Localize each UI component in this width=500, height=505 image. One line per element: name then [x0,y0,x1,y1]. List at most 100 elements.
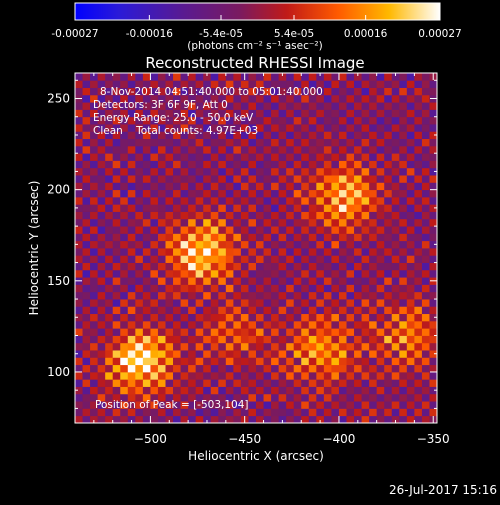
heatmap-cell [429,401,438,409]
heatmap-cell [90,255,99,263]
heatmap-cell [225,248,234,256]
heatmap-cell [240,255,249,263]
heatmap-cell [173,255,181,263]
heatmap-cell [308,277,317,285]
heatmap-cell [331,153,340,161]
heatmap-cell [331,393,340,402]
heatmap-cell [361,175,370,183]
heatmap-cell [361,306,370,315]
heatmap-cell [421,124,430,132]
heatmap-cell [414,204,423,212]
heatmap-cell [180,73,189,81]
heatmap-cell [271,138,280,147]
heatmap-cell [165,277,174,285]
heatmap-cell [157,342,166,351]
heatmap-cell [316,196,325,205]
heatmap-cell [354,240,362,249]
heatmap-cell [361,87,370,96]
heatmap-cell [180,393,189,402]
heatmap-cell [203,175,212,183]
heatmap-cell [263,102,272,110]
heatmap-cell [173,284,181,293]
heatmap-cell [240,408,249,417]
heatmap-cell [112,415,121,424]
heatmap-cell [263,320,272,329]
heatmap-cell [225,131,234,140]
heatmap-cell [97,218,106,227]
heatmap-cell [188,313,197,322]
heatmap-cell [263,328,272,336]
heatmap-cell [286,204,295,212]
heatmap-cell [421,262,430,271]
heatmap-cell [240,306,249,315]
heatmap-cell [75,408,83,417]
heatmap-cell [391,408,400,417]
heatmap-cell [210,379,219,387]
heatmap-cell [150,291,159,300]
heatmap-cell [150,80,159,88]
heatmap-cell [256,284,264,293]
heatmap-cell [271,196,280,205]
heatmap-cell [286,255,295,263]
heatmap-cell [293,87,302,96]
heatmap-cell [331,357,340,366]
heatmap-cell [263,116,272,125]
heatmap-cell [180,306,189,315]
heatmap-cell [338,102,347,110]
heatmap-cell [316,211,325,220]
heatmap-cell [323,80,332,88]
heatmap-cell [346,182,355,191]
heatmap-cell [399,109,408,118]
heatmap-cell [135,240,144,249]
heatmap-cell [180,145,189,154]
heatmap-cell [150,401,159,409]
heatmap-cell [406,145,415,154]
heatmap-cell [384,226,393,234]
heatmap-cell [135,248,144,256]
heatmap-cell [210,415,219,424]
heatmap-cell [271,182,280,191]
heatmap-cell [308,248,317,256]
heatmap-cell [293,116,302,125]
heatmap-cell [127,415,136,424]
heatmap-cell [157,415,166,424]
heatmap-cell [120,211,129,220]
heatmap-cell [165,226,174,234]
heatmap-cell [233,350,242,358]
heatmap-cell [112,408,121,417]
heatmap-cell [376,269,385,278]
heatmap-cell [173,357,181,366]
heatmap-cell [127,80,136,88]
heatmap-cell [384,386,393,395]
heatmap-cell [414,233,423,242]
heatmap-cell [195,167,204,176]
heatmap-cell [263,335,272,344]
heatmap-cell [210,109,219,118]
heatmap-cell [150,87,159,96]
heatmap-cell [127,357,136,366]
heatmap-cell [203,124,212,132]
heatmap-cell [165,401,174,409]
heatmap-cell [286,313,295,322]
heatmap-cell [105,364,114,373]
heatmap-cell [316,379,325,387]
heatmap-cell [188,124,197,132]
heatmap-cell [210,350,219,358]
heatmap-cell [361,240,370,249]
heatmap-cell [218,182,227,191]
heatmap-cell [173,145,181,154]
heatmap-cell [75,401,83,409]
heatmap-cell [157,335,166,344]
heatmap-cell [414,328,423,336]
heatmap-cell [331,167,340,176]
heatmap-cell [376,109,385,118]
heatmap-cell [218,233,227,242]
heatmap-cell [286,342,295,351]
heatmap-cell [391,371,400,380]
heatmap-cell [293,211,302,220]
heatmap-cell [406,386,415,395]
heatmap-cell [90,138,99,147]
heatmap-cell [271,87,280,96]
heatmap-cell [384,145,393,154]
heatmap-cell [180,262,189,271]
